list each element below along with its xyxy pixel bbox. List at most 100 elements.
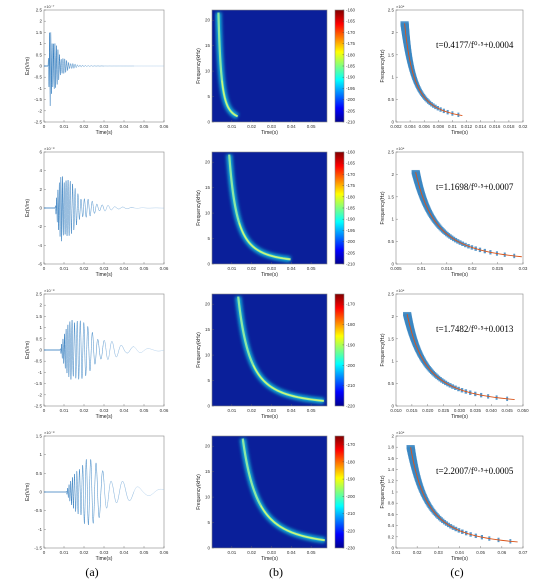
y-tick-label-a2-0: -6: [38, 262, 42, 267]
x-axis-label-c1: Time(s): [451, 130, 468, 136]
y-tick-label-c4-9: 1.8: [388, 445, 395, 450]
spectrogram-ridge-core-b1: [221, 80, 238, 117]
fit-equation-c2: t=1.1698/f⁰·⁵+0.0007: [436, 182, 514, 192]
y-tick-label-b2-0: 0: [207, 262, 210, 267]
fit-line-c4: [410, 447, 518, 543]
dispersion-chart-c2: 0.005 0.01 0.015 0.02 0.025 0.03 0 0.5 1 1.5 2 2.5 T…: [380, 146, 528, 278]
x-tick-label-c3-0: 0.010: [390, 408, 402, 413]
x-tick-label-c1-7: 0.016: [489, 124, 501, 129]
x-tick-label-c3-1: 0.015: [406, 408, 418, 413]
x-tick-label-c1-1: 0.004: [404, 124, 416, 129]
x-tick-label-c2-0: 0.005: [390, 266, 402, 271]
colorbar-b4: [335, 436, 344, 548]
fit-line-c2: [415, 172, 522, 258]
y-tick-label-a2-1: -4: [38, 243, 42, 248]
x-tick-label-b4-1: 0.02: [247, 550, 256, 555]
waveform-series-a3-seg2: [103, 340, 135, 360]
y-tick-label-b3-0: 0: [207, 404, 210, 409]
y-tick-label-c4-8: 1.6: [388, 456, 395, 461]
y-tick-label-b2-4: 20: [205, 160, 211, 165]
y-tick-label-a2-4: 2: [39, 187, 42, 192]
dispersion-points-c4: [406, 445, 512, 544]
x-tick-label-a4-4: 0.04: [120, 550, 129, 555]
y-tick-label-b2-3: 15: [205, 185, 211, 190]
y-tick-label-a3-7: 1: [39, 325, 42, 330]
waveform-series-a2-seg2: [103, 205, 135, 212]
x-axis-label-b4: Time(s): [261, 556, 278, 562]
y-tick-label-a4-0: -1.5: [34, 546, 42, 551]
x-tick-label-a1-3: 0.03: [100, 124, 109, 129]
y-tick-label-c4-5: 1: [391, 490, 394, 495]
dispersion-chart-c1: 0.002 0.004 0.006 0.008 0.01 0.012 0.014 0.016 0…: [380, 4, 528, 136]
y-tick-label-c3-4: 2: [391, 314, 394, 319]
colorbar-tick-label-b2-2: -200: [346, 239, 356, 244]
waveform-series-a3-seg3: [133, 346, 165, 353]
y-axis-label-b3: Frequency(kHz): [196, 332, 202, 368]
colorbar-tick-label-b4-3: -200: [346, 494, 356, 499]
colorbar-tick-label-b2-0: -210: [346, 262, 356, 267]
y-tick-label-a2-5: 4: [39, 168, 42, 173]
colorbar-tick-label-b2-4: -190: [346, 217, 356, 222]
y-exponent-c3: ×10⁴: [396, 288, 405, 293]
colorbar-tick-label-b2-8: -170: [346, 172, 356, 177]
x-tick-label-a2-2: 0.02: [80, 266, 89, 271]
x-tick-label-c4-4: 0.05: [476, 550, 485, 555]
y-tick-label-a1-1: -2: [38, 108, 42, 113]
panel-label-a: (a): [85, 565, 98, 579]
x-axis-label-a4: Time(s): [96, 556, 113, 562]
x-tick-label-c1-5: 0.012: [461, 124, 473, 129]
spectrogram-background-b1: [212, 10, 327, 122]
y-tick-label-b1-0: 0: [207, 120, 210, 125]
y-exponent-a1: ×10⁻⁷: [44, 4, 55, 9]
x-tick-label-c3-4: 0.030: [454, 408, 466, 413]
waveform-series-a4-seg3: [133, 486, 165, 496]
x-tick-label-c1-2: 0.006: [419, 124, 431, 129]
y-tick-label-c4-0: 0: [391, 546, 394, 551]
y-tick-label-b1-2: 10: [205, 69, 211, 74]
colorbar-tick-label-b2-9: -165: [346, 161, 356, 166]
x-tick-label-c1-0: 0.002: [390, 124, 402, 129]
y-tick-label-b3-2: 10: [205, 353, 211, 358]
y-tick-label-c2-0: 0: [391, 262, 394, 267]
x-tick-label-b1-3: 0.04: [287, 124, 296, 129]
y-tick-label-c3-1: 0.5: [388, 381, 395, 386]
x-tick-label-a2-1: 0.01: [60, 266, 69, 271]
x-tick-label-b1-1: 0.02: [247, 124, 256, 129]
x-tick-label-c3-3: 0.025: [438, 408, 450, 413]
x-tick-label-c1-6: 0.014: [475, 124, 487, 129]
y-tick-label-a3-4: -0.5: [34, 359, 42, 364]
y-axis-label-b4: Frequency(kHz): [196, 474, 202, 510]
x-axis-label-b2: Time(s): [261, 272, 278, 278]
waveform-chart-a4: 0 0.01 0.02 0.03 0.04 0.05 0.06 -1.5 -1 -0.5 0 0.5 1…: [25, 430, 169, 562]
colorbar-tick-label-b3-1: -210: [346, 383, 356, 388]
y-exponent-c2: ×10⁴: [396, 146, 405, 151]
x-tick-label-b4-2: 0.03: [267, 550, 276, 555]
y-tick-label-a4-1: -1: [38, 527, 42, 532]
x-tick-label-a3-5: 0.05: [140, 408, 149, 413]
y-tick-label-a2-2: -2: [38, 224, 42, 229]
axes-frame-c1: [395, 9, 524, 123]
y-tick-label-a4-3: 0: [39, 490, 42, 495]
y-tick-label-b4-3: 15: [205, 469, 211, 474]
y-tick-label-c2-5: 2.5: [388, 150, 395, 155]
x-tick-label-b3-3: 0.04: [287, 408, 296, 413]
x-tick-label-a4-2: 0.02: [80, 550, 89, 555]
fit-equation-c3: t=1.7482/f⁰·⁵+0.0013: [436, 324, 514, 334]
y-exponent-a2: ×10⁻⁸: [44, 146, 55, 151]
colorbar-tick-label-b3-2: -200: [346, 363, 356, 368]
x-axis-label-c4: Time(s): [451, 556, 468, 562]
y-tick-label-a1-4: -0.5: [34, 75, 42, 80]
colorbar-tick-label-b1-10: -160: [346, 8, 356, 13]
colorbar-tick-label-b4-0: -230: [346, 546, 356, 551]
dispersion-chart-c3: 0.010 0.015 0.020 0.025 0.030 0.035 0.040 0.045…: [380, 288, 529, 420]
y-tick-label-a3-2: -1.5: [34, 381, 42, 386]
y-tick-label-c4-3: 0.6: [388, 512, 395, 517]
colorbar-tick-label-b3-3: -190: [346, 342, 356, 347]
colorbar-tick-label-b4-4: -190: [346, 477, 356, 482]
panel-label-b: (b): [269, 565, 283, 579]
spectrogram-ridge-group-b4: [239, 438, 326, 544]
waveform-series-a4-seg0: [44, 476, 75, 509]
y-tick-label-a4-2: -0.5: [34, 508, 42, 513]
colorbar-tick-label-b3-0: -220: [346, 404, 356, 409]
y-tick-label-c1-0: 0: [391, 120, 394, 125]
